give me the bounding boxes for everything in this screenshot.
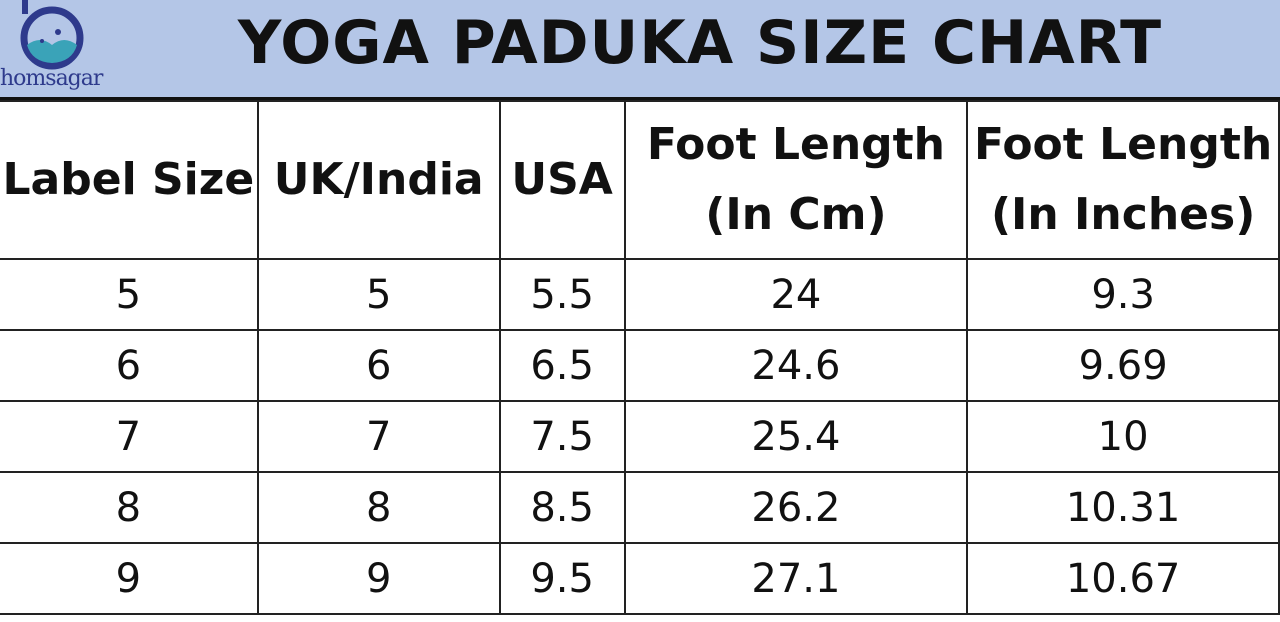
header-foot-length-cm: Foot Length (In Cm) [623, 100, 969, 260]
logo-icon [20, 0, 84, 70]
table-row: 6 6 6.5 24.6 9.69 [0, 329, 1280, 402]
header-text: Label Size [2, 153, 255, 205]
table-cell: 27.1 [623, 542, 969, 615]
table-cell: 9.5 [498, 542, 626, 615]
page-title: YOGA PADUKA SIZE CHART [237, 8, 1163, 78]
table-cell: 7 [0, 400, 259, 473]
table-cell: 9 [0, 542, 259, 615]
header-label-size: Label Size [0, 100, 259, 260]
table-cell: 9 [256, 542, 501, 615]
table-cell: 10.67 [966, 542, 1280, 615]
header-text: (In Inches) [990, 189, 1256, 240]
table-cell: 8.5 [498, 471, 626, 544]
header-text: Foot Length [974, 118, 1273, 170]
table-cell: 25.4 [623, 400, 969, 473]
table-row: 8 8 8.5 26.2 10.31 [0, 471, 1280, 544]
logo-text: homsagar [0, 66, 103, 91]
table-cell: 5 [0, 258, 259, 331]
table-row: 7 7 7.5 25.4 10 [0, 400, 1280, 473]
table-cell: 6 [256, 329, 501, 402]
table-cell: 7.5 [498, 400, 626, 473]
table-cell: 10.31 [966, 471, 1280, 544]
table-cell: 10 [966, 400, 1280, 473]
table-row: 5 5 5.5 24 9.3 [0, 258, 1280, 331]
table-row: 9 9 9.5 27.1 10.67 [0, 542, 1280, 615]
table-cell: 8 [0, 471, 259, 544]
homsagar-logo: homsagar [0, 0, 115, 100]
table-cell: 24 [623, 258, 969, 331]
title-banner: homsagar YOGA PADUKA SIZE CHART [0, 0, 1280, 100]
header-text: UK/India [273, 153, 484, 205]
table-cell: 9.69 [966, 329, 1280, 402]
table-cell: 8 [256, 471, 501, 544]
header-uk-india: UK/India [256, 100, 501, 260]
table-cell: 6 [0, 329, 259, 402]
table-cell: 9.3 [966, 258, 1280, 331]
table-cell: 7 [256, 400, 501, 473]
header-foot-length-in: Foot Length (In Inches) [966, 100, 1280, 260]
table-cell: 24.6 [623, 329, 969, 402]
header-text: (In Cm) [705, 189, 887, 240]
header-text: USA [511, 153, 613, 205]
table-cell: 6.5 [498, 329, 626, 402]
header-text: Foot Length [646, 118, 945, 170]
table-cell: 5 [256, 258, 501, 331]
header-usa: USA [498, 100, 626, 260]
size-chart-table: Label Size UK/India USA Foot Length (In C… [0, 100, 1280, 615]
table-cell: 5.5 [498, 258, 626, 331]
header-row: Label Size UK/India USA Foot Length (In C… [0, 100, 1280, 260]
table-cell: 26.2 [623, 471, 969, 544]
